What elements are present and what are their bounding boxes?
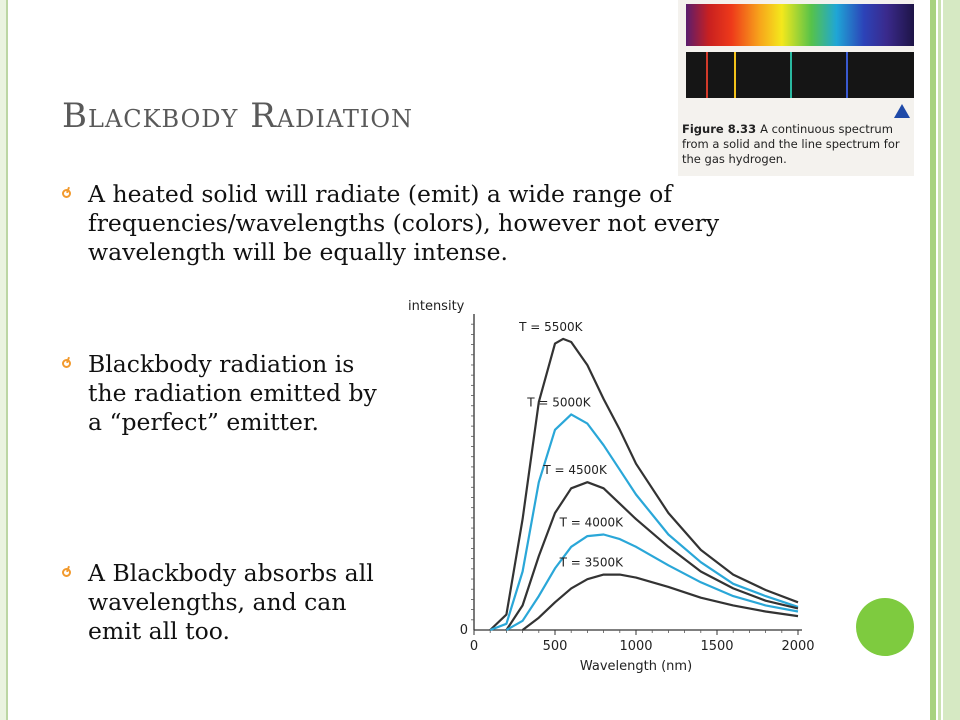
spectral-line bbox=[706, 52, 708, 98]
blackbody-chart: 0 500 1000 1500 2000 0 intensity Wavelength (nm… bbox=[408, 299, 815, 674]
series-line-2 bbox=[489, 413, 799, 632]
bullet-icon bbox=[62, 359, 71, 368]
series-label-2: T = 5000K bbox=[526, 395, 592, 409]
spectrum-figure: Figure 8.33 A continuous spectrum from a … bbox=[678, 0, 914, 176]
x-tick-label: 2000 bbox=[781, 639, 814, 654]
bullet-2-text: Blackbody radiation is the radiation emi… bbox=[88, 350, 377, 436]
series-label-1: T = 5500K bbox=[518, 320, 584, 334]
slide-frame-right bbox=[930, 0, 960, 720]
x-tick-label: 0 bbox=[470, 639, 478, 654]
series-label-4: T = 4000K bbox=[559, 516, 625, 530]
continuous-spectrum bbox=[686, 4, 914, 46]
triangle-icon bbox=[894, 104, 910, 118]
decorative-circle bbox=[856, 598, 914, 656]
figure-caption-text: A continuous spectrum from a solid and t… bbox=[682, 122, 900, 166]
slide-title: Blackbody Radiation bbox=[62, 96, 414, 136]
y-axis-label: intensity bbox=[408, 299, 465, 314]
figure-number: Figure 8.33 bbox=[682, 122, 757, 136]
bullet-icon bbox=[62, 568, 71, 577]
spectral-line bbox=[790, 52, 792, 98]
series-line-1 bbox=[489, 337, 799, 631]
x-tick-label: 1000 bbox=[619, 639, 652, 654]
y-tick-label: 0 bbox=[460, 623, 468, 638]
slide-frame-left bbox=[0, 0, 8, 720]
spectral-line bbox=[734, 52, 736, 98]
bullet-3: A Blackbody absorbs all wavelengths, and… bbox=[62, 559, 402, 646]
x-tick-label: 500 bbox=[543, 639, 568, 654]
bullet-1: A heated solid will radiate (emit) a wid… bbox=[62, 180, 822, 267]
series-line-3 bbox=[505, 481, 799, 631]
x-tick-label: 1500 bbox=[700, 639, 733, 654]
bullet-icon bbox=[62, 189, 71, 198]
figure-caption: Figure 8.33 A continuous spectrum from a … bbox=[682, 122, 912, 167]
bullet-3-text: A Blackbody absorbs all wavelengths, and… bbox=[88, 559, 374, 645]
series-label-3: T = 4500K bbox=[542, 463, 608, 477]
line-spectrum bbox=[686, 52, 914, 98]
series-line-5 bbox=[521, 573, 799, 631]
series-line-4 bbox=[505, 533, 799, 631]
series-label-5: T = 3500K bbox=[559, 556, 625, 570]
spectral-line bbox=[846, 52, 848, 98]
bullet-2: Blackbody radiation is the radiation emi… bbox=[62, 350, 392, 437]
x-axis-label: Wavelength (nm) bbox=[580, 659, 692, 674]
bullet-1-text: A heated solid will radiate (emit) a wid… bbox=[88, 180, 720, 266]
